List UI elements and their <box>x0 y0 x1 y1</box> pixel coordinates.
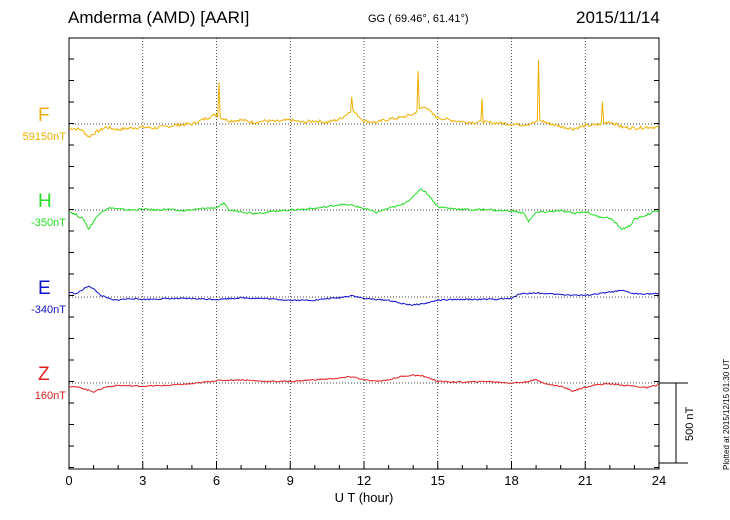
series-line-e <box>68 285 660 306</box>
x-tick-label: 24 <box>652 473 666 488</box>
component-label-e: E <box>38 278 51 299</box>
x-tick-label: 15 <box>431 473 445 488</box>
x-tick-label: 21 <box>578 473 592 488</box>
x-tick-label: 12 <box>357 473 371 488</box>
x-axis-label: U T (hour) <box>335 490 394 505</box>
series-line-f <box>69 59 660 138</box>
x-tick-label: 3 <box>139 473 146 488</box>
baseline-label-f: 59150nT <box>22 131 66 143</box>
x-tick-label: 0 <box>65 473 72 488</box>
x-tick-label: 6 <box>213 473 220 488</box>
baseline-label-h: -350nT <box>31 217 66 229</box>
baseline-label-z: 160nT <box>34 390 66 402</box>
component-label-h: H <box>38 191 52 212</box>
baseline-label-e: -340nT <box>31 304 66 316</box>
station-coordinates: GG ( 69.46°, 61.41°) <box>368 13 469 25</box>
scale-bar-label: 500 nT <box>684 406 696 441</box>
component-label-f: F <box>38 105 50 126</box>
series-line-h <box>68 188 660 231</box>
series-line-z <box>69 373 659 393</box>
station-title: Amderma (AMD) [AARI] <box>68 8 250 27</box>
x-tick-label: 18 <box>504 473 518 488</box>
chart-date: 2015/11/14 <box>576 8 660 27</box>
x-tick-label: 9 <box>287 473 294 488</box>
component-label-z: Z <box>38 364 50 385</box>
